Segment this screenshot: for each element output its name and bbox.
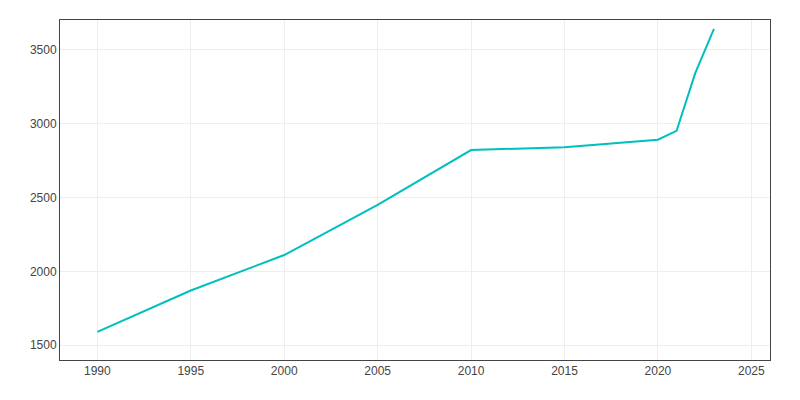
svg-text:3500: 3500: [30, 43, 57, 57]
svg-text:1500: 1500: [30, 338, 57, 352]
svg-text:2000: 2000: [30, 265, 57, 279]
svg-text:2015: 2015: [551, 364, 578, 378]
svg-text:2020: 2020: [645, 364, 672, 378]
svg-text:3000: 3000: [30, 117, 57, 131]
svg-text:2500: 2500: [30, 191, 57, 205]
svg-text:1990: 1990: [84, 364, 111, 378]
svg-text:2025: 2025: [738, 364, 765, 378]
svg-text:2005: 2005: [364, 364, 391, 378]
svg-text:1995: 1995: [177, 364, 204, 378]
svg-text:2010: 2010: [458, 364, 485, 378]
svg-text:2000: 2000: [271, 364, 298, 378]
